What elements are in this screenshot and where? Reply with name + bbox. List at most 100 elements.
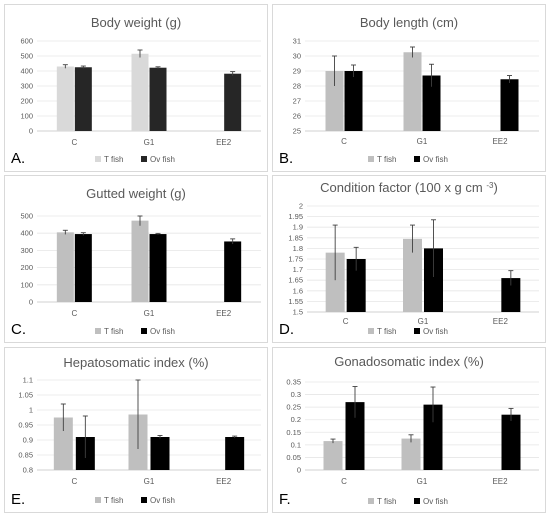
bar-ov-fish-c bbox=[344, 71, 363, 131]
y-tick-label: 26 bbox=[293, 112, 301, 121]
y-tick-label: 500 bbox=[20, 52, 33, 61]
x-category-label: C bbox=[71, 309, 77, 318]
y-tick-label: 27 bbox=[293, 97, 301, 106]
x-category-label: EE2 bbox=[492, 137, 508, 146]
y-tick-label: 0.85 bbox=[18, 451, 33, 460]
y-tick-label: 1.95 bbox=[288, 212, 303, 221]
legend-swatch bbox=[368, 498, 374, 504]
legend-label: Ov fish bbox=[150, 327, 175, 336]
chart-svg: Body length (cm) 25 26 27 28 29 30 31 C G1 EE2 T fi… bbox=[279, 15, 539, 167]
chart-title: Hepatosomatic index (%) bbox=[63, 355, 208, 370]
legend-label: T fish bbox=[104, 496, 123, 505]
y-tick-label: 0.25 bbox=[286, 403, 301, 412]
bar-ov-fish-g1 bbox=[424, 248, 443, 312]
y-tick-label: 200 bbox=[20, 97, 33, 106]
x-category-label: C bbox=[341, 477, 347, 486]
x-category-label: G1 bbox=[144, 138, 155, 147]
bar-t-fish-g1 bbox=[131, 53, 149, 131]
bar-ov-fish-g1 bbox=[149, 234, 167, 302]
legend-label: T fish bbox=[377, 327, 396, 336]
y-tick-label: 0.3 bbox=[291, 390, 301, 399]
chart-svg: Gutted weight (g) 0 100 200 300 400 500 C G1 EE2 T… bbox=[11, 186, 261, 338]
chart-title-superscript: -3 bbox=[486, 181, 494, 190]
panel-condition-factor: Condition factor (100 x g cm -3) 1.5 1.55 1… bbox=[272, 175, 546, 343]
y-tick-label: 0.15 bbox=[286, 428, 301, 437]
y-tick-label: 300 bbox=[20, 246, 33, 255]
y-tick-label: 0.35 bbox=[286, 378, 301, 387]
chart-title: Gutted weight (g) bbox=[86, 186, 186, 201]
y-tick-label: 29 bbox=[293, 67, 301, 76]
bar-t-fish-g1 bbox=[403, 238, 422, 312]
chart-svg: Gonadosomatic index (%) 0 0.05 0.1 0.15 0.2 0.… bbox=[279, 354, 539, 508]
chart-title: Body weight (g) bbox=[91, 15, 181, 30]
y-tick-label: 0.1 bbox=[291, 440, 301, 449]
bar-ov-fish-ee2 bbox=[224, 73, 242, 131]
legend-label: Ov fish bbox=[150, 155, 175, 164]
y-tick-label: 0.9 bbox=[23, 436, 33, 445]
bar-ov-fish-ee2 bbox=[501, 278, 521, 312]
y-tick-label: 28 bbox=[293, 82, 301, 91]
legend-swatch bbox=[95, 497, 101, 503]
bar-ov-fish-c bbox=[346, 259, 366, 312]
y-tick-label: 1.7 bbox=[293, 265, 303, 274]
legend-swatch bbox=[414, 328, 420, 334]
y-tick-label: 2 bbox=[299, 202, 303, 211]
legend-swatch bbox=[368, 156, 374, 162]
y-tick-label: 30 bbox=[293, 52, 301, 61]
y-tick-label: 1 bbox=[29, 406, 33, 415]
bar-ov-fish-c bbox=[345, 402, 365, 470]
y-tick-label: 300 bbox=[20, 82, 33, 91]
panel-letter: F. bbox=[279, 491, 291, 508]
x-category-label: EE2 bbox=[493, 317, 509, 326]
y-tick-label: 0.95 bbox=[18, 421, 33, 430]
y-tick-label: 0.05 bbox=[286, 453, 301, 462]
bar-t-fish-c bbox=[325, 71, 344, 131]
y-tick-label: 1.65 bbox=[288, 276, 303, 285]
bar-ov-fish-ee2 bbox=[224, 241, 242, 302]
y-tick-label: 400 bbox=[20, 229, 33, 238]
legend-label: T fish bbox=[377, 497, 396, 506]
y-tick-label: 1.55 bbox=[288, 297, 303, 306]
y-tick-label: 1.5 bbox=[293, 308, 303, 317]
y-tick-label: 400 bbox=[20, 67, 33, 76]
x-category-label: C bbox=[343, 317, 349, 326]
y-tick-label: 1.9 bbox=[293, 223, 303, 232]
y-tick-label: 0 bbox=[297, 466, 301, 475]
y-tick-label: 0.8 bbox=[23, 466, 33, 475]
x-category-label: C bbox=[71, 477, 77, 486]
legend-swatch bbox=[95, 328, 101, 334]
legend-label: Ov fish bbox=[150, 496, 175, 505]
y-tick-label: 100 bbox=[20, 112, 33, 121]
y-tick-label: 1.1 bbox=[23, 376, 33, 385]
bar-ov-fish-g1 bbox=[149, 67, 167, 131]
bar-t-fish-c bbox=[323, 441, 343, 470]
y-tick-label: 1.75 bbox=[288, 255, 303, 264]
legend-swatch bbox=[368, 328, 374, 334]
chart-svg: Hepatosomatic index (%) 0.8 0.85 0.9 0.95 1 1.… bbox=[11, 355, 261, 508]
legend-swatch bbox=[141, 328, 147, 334]
legend-swatch bbox=[414, 498, 420, 504]
legend-swatch bbox=[141, 156, 147, 162]
y-tick-label: 1.05 bbox=[18, 391, 33, 400]
x-category-label: G1 bbox=[417, 477, 428, 486]
y-tick-label: 1.85 bbox=[288, 233, 303, 242]
legend-label: T fish bbox=[104, 155, 123, 164]
y-tick-label: 0 bbox=[29, 298, 33, 307]
panel-gutted-weight: Gutted weight (g) 0 100 200 300 400 500 C G1 EE2 T… bbox=[4, 175, 268, 343]
bar-ov-fish-c bbox=[74, 67, 92, 131]
panel-hepatosomatic-index: Hepatosomatic index (%) 0.8 0.85 0.9 0.95 1 1.… bbox=[4, 347, 268, 513]
panel-letter: D. bbox=[279, 321, 294, 338]
bar-ov-fish-g1 bbox=[422, 75, 441, 131]
x-category-label: G1 bbox=[418, 317, 429, 326]
panel-body-weight: Body weight (g) 0 100 200 300 400 500 600 C G1 EE2… bbox=[4, 4, 268, 172]
y-tick-label: 31 bbox=[293, 37, 301, 46]
panel-gonadosomatic-index: Gonadosomatic index (%) 0 0.05 0.1 0.15 0.2 0.… bbox=[272, 347, 546, 513]
bar-t-fish-g1 bbox=[401, 438, 421, 470]
bar-t-fish-g1 bbox=[131, 220, 149, 302]
legend-label: T fish bbox=[377, 155, 396, 164]
y-tick-label: 1.6 bbox=[293, 286, 303, 295]
bar-t-fish-g1 bbox=[403, 52, 422, 131]
x-category-label: EE2 bbox=[492, 477, 508, 486]
chart-title: Gonadosomatic index (%) bbox=[334, 354, 484, 369]
chart-svg: Condition factor (100 x g cm -3) 1.5 1.55 1… bbox=[279, 180, 539, 338]
